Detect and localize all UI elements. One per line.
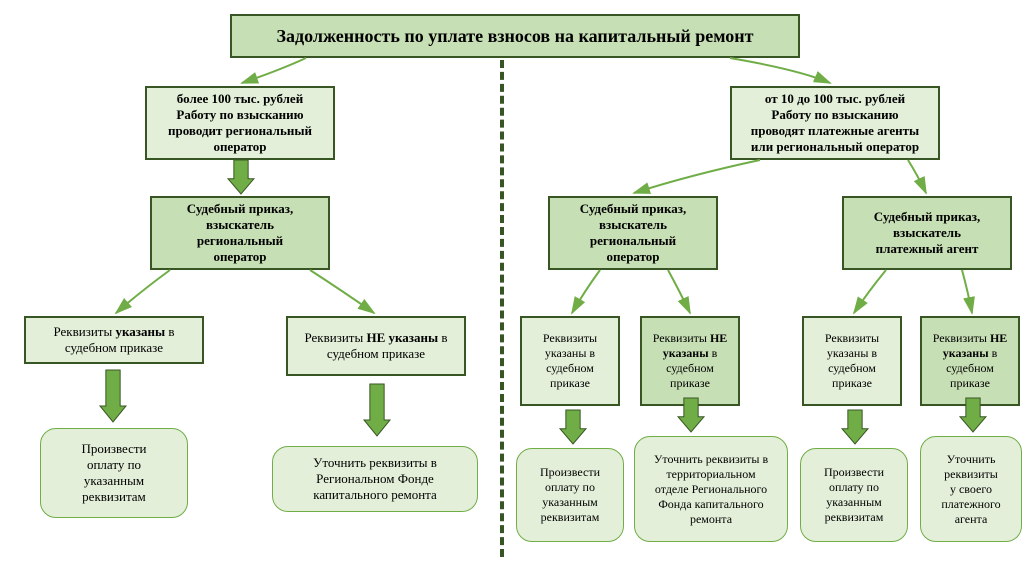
title-text: Задолженность по уплате взносов на капит… bbox=[277, 25, 754, 48]
right-b-req-no-box: Реквизиты НЕ указаны в судебном приказе bbox=[920, 316, 1020, 406]
right-court-a-box: Судебный приказ,взыскательрегиональныйоп… bbox=[548, 196, 718, 270]
right-a-out-yes-text: Произвестиоплату поуказаннымреквизитам bbox=[540, 465, 600, 525]
right-b-req-no-text: Реквизиты НЕ указаны в судебном приказе bbox=[930, 331, 1010, 391]
left-court-text: Судебный приказ,взыскательрегиональныйоп… bbox=[187, 201, 293, 266]
left-req-no-box: Реквизиты НЕ указаны в судебном приказе bbox=[286, 316, 466, 376]
left-out-yes-text: Произвестиоплату поуказаннымреквизитам bbox=[81, 441, 146, 506]
right-b-req-yes-text: Реквизиты указаны в судебном приказе bbox=[812, 331, 892, 391]
right-a-out-no-box: Уточнить реквизиты втерриториальномотдел… bbox=[634, 436, 788, 542]
right-a-req-yes-box: Реквизиты указаны в судебном приказе bbox=[520, 316, 620, 406]
title-box: Задолженность по уплате взносов на капит… bbox=[230, 14, 800, 58]
left-req-yes-text: Реквизиты указаны в судебном приказе bbox=[34, 324, 194, 357]
right-b-out-yes-box: Произвестиоплату поуказаннымреквизитам bbox=[800, 448, 908, 542]
left-court-box: Судебный приказ,взыскательрегиональныйоп… bbox=[150, 196, 330, 270]
right-court-a-text: Судебный приказ,взыскательрегиональныйоп… bbox=[580, 201, 686, 266]
left-out-yes-box: Произвестиоплату поуказаннымреквизитам bbox=[40, 428, 188, 518]
right-a-req-no-box: Реквизиты НЕ указаны в судебном приказе bbox=[640, 316, 740, 406]
right-branch-box: от 10 до 100 тыс. рублейРаботу по взыска… bbox=[730, 86, 940, 160]
left-out-no-box: Уточнить реквизиты вРегиональном Фондека… bbox=[272, 446, 478, 512]
right-b-out-no-text: Уточнитьреквизитыу своегоплатежногоагент… bbox=[941, 452, 1000, 527]
left-req-yes-box: Реквизиты указаны в судебном приказе bbox=[24, 316, 204, 364]
right-a-out-yes-box: Произвестиоплату поуказаннымреквизитам bbox=[516, 448, 624, 542]
right-b-out-yes-text: Произвестиоплату поуказаннымреквизитам bbox=[824, 465, 884, 525]
right-branch-text: от 10 до 100 тыс. рублейРаботу по взыска… bbox=[751, 91, 919, 156]
left-branch-box: более 100 тыс. рублейРаботу по взысканию… bbox=[145, 86, 335, 160]
right-b-out-no-box: Уточнитьреквизитыу своегоплатежногоагент… bbox=[920, 436, 1022, 542]
right-b-req-yes-box: Реквизиты указаны в судебном приказе bbox=[802, 316, 902, 406]
right-court-b-text: Судебный приказ,взыскательплатежный аген… bbox=[874, 209, 980, 258]
right-court-b-box: Судебный приказ,взыскательплатежный аген… bbox=[842, 196, 1012, 270]
left-out-no-text: Уточнить реквизиты вРегиональном Фондека… bbox=[313, 455, 437, 504]
left-branch-text: более 100 тыс. рублейРаботу по взысканию… bbox=[168, 91, 312, 156]
right-a-req-yes-text: Реквизиты указаны в судебном приказе bbox=[530, 331, 610, 391]
right-a-out-no-text: Уточнить реквизиты втерриториальномотдел… bbox=[654, 452, 768, 527]
center-divider bbox=[500, 60, 504, 557]
right-a-req-no-text: Реквизиты НЕ указаны в судебном приказе bbox=[650, 331, 730, 391]
left-req-no-text: Реквизиты НЕ указаны в судебном приказе bbox=[296, 330, 456, 363]
